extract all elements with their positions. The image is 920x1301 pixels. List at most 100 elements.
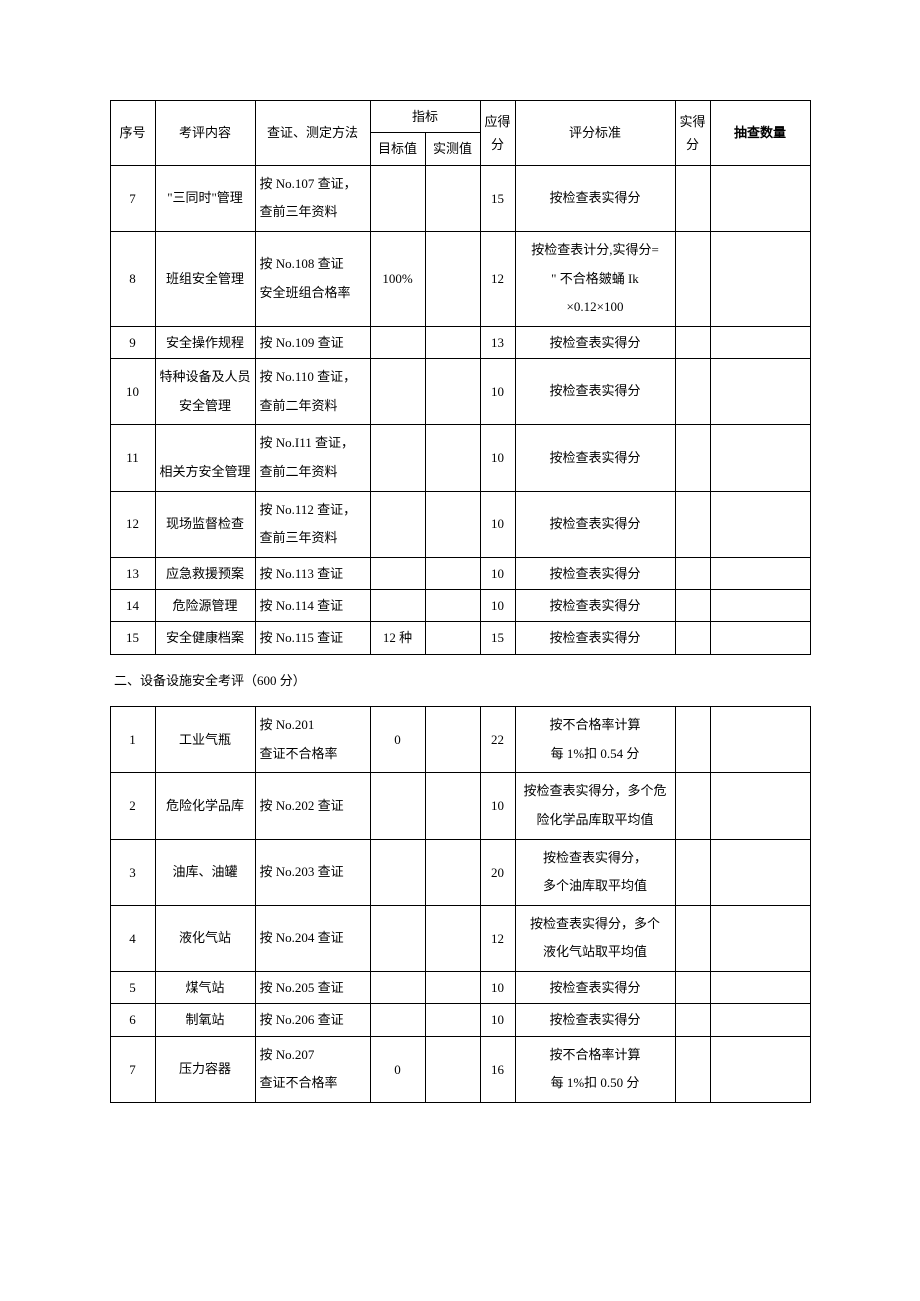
cell-actual xyxy=(675,231,710,326)
cell-sample xyxy=(710,773,810,839)
cell-target xyxy=(370,491,425,557)
cell-target xyxy=(370,326,425,358)
cell-content: 压力容器 xyxy=(155,1036,255,1102)
cell-due: 10 xyxy=(480,590,515,622)
cell-sample xyxy=(710,231,810,326)
cell-due: 10 xyxy=(480,972,515,1004)
cell-method: 按 No.202 查证 xyxy=(255,773,370,839)
cell-standard: 按检查表实得分 xyxy=(515,972,675,1004)
cell-sample xyxy=(710,165,810,231)
cell-content: 油库、油罐 xyxy=(155,839,255,905)
cell-due: 22 xyxy=(480,707,515,773)
cell-due: 12 xyxy=(480,231,515,326)
cell-content: 班组安全管理 xyxy=(155,231,255,326)
cell-due: 13 xyxy=(480,326,515,358)
evaluation-table: 序号 考评内容 查证、测定方法 指标 应得分 评分标准 实得分 抽查数量 目标值… xyxy=(110,100,811,1103)
cell-measured xyxy=(425,707,480,773)
cell-target: 100% xyxy=(370,231,425,326)
table-row: 7压力容器按 No.207查证不合格率016按不合格率计算每 1%扣 0.50 … xyxy=(110,1036,810,1102)
table-row: 10特种设备及人员安全管理按 No.110 查证，查前二年资料10按检查表实得分 xyxy=(110,359,810,425)
cell-standard: 按检查表实得分，多个油库取平均值 xyxy=(515,839,675,905)
cell-method: 按 No.201查证不合格率 xyxy=(255,707,370,773)
cell-actual xyxy=(675,972,710,1004)
cell-target: 0 xyxy=(370,707,425,773)
cell-method: 按 No.204 查证 xyxy=(255,905,370,971)
table-row: 5煤气站按 No.205 查证10按检查表实得分 xyxy=(110,972,810,1004)
hdr-due: 应得分 xyxy=(480,101,515,166)
table-row: 6制氧站按 No.206 查证10按检查表实得分 xyxy=(110,1004,810,1036)
cell-actual xyxy=(675,425,710,491)
cell-measured xyxy=(425,231,480,326)
cell-seq: 3 xyxy=(110,839,155,905)
cell-seq: 14 xyxy=(110,590,155,622)
cell-due: 10 xyxy=(480,773,515,839)
cell-actual xyxy=(675,773,710,839)
cell-target xyxy=(370,839,425,905)
cell-seq: 11 xyxy=(110,425,155,491)
cell-seq: 13 xyxy=(110,557,155,589)
cell-method: 按 No.115 查证 xyxy=(255,622,370,654)
cell-standard: 按检查表计分,实得分=" 不合格皴蛹 Ik×0.12×100 xyxy=(515,231,675,326)
cell-content: 液化气站 xyxy=(155,905,255,971)
hdr-method: 查证、测定方法 xyxy=(255,101,370,166)
cell-target: 12 种 xyxy=(370,622,425,654)
cell-actual xyxy=(675,1036,710,1102)
cell-seq: 2 xyxy=(110,773,155,839)
cell-sample xyxy=(710,905,810,971)
cell-measured xyxy=(425,972,480,1004)
cell-measured xyxy=(425,590,480,622)
cell-seq: 9 xyxy=(110,326,155,358)
table-row: 7"三同时"管理按 No.107 查证，查前三年资料15按检查表实得分 xyxy=(110,165,810,231)
hdr-sample: 抽查数量 xyxy=(710,101,810,166)
cell-measured xyxy=(425,773,480,839)
cell-sample xyxy=(710,1036,810,1102)
cell-due: 20 xyxy=(480,839,515,905)
cell-measured xyxy=(425,359,480,425)
cell-sample xyxy=(710,972,810,1004)
cell-measured xyxy=(425,839,480,905)
cell-measured xyxy=(425,557,480,589)
cell-actual xyxy=(675,326,710,358)
cell-standard: 按检查表实得分 xyxy=(515,622,675,654)
cell-actual xyxy=(675,359,710,425)
cell-actual xyxy=(675,905,710,971)
table-row: 9安全操作规程按 No.109 查证13按检查表实得分 xyxy=(110,326,810,358)
cell-method: 按 No.206 查证 xyxy=(255,1004,370,1036)
cell-method: 按 No.203 查证 xyxy=(255,839,370,905)
cell-due: 10 xyxy=(480,491,515,557)
cell-content: 特种设备及人员安全管理 xyxy=(155,359,255,425)
cell-standard: 按检查表实得分 xyxy=(515,590,675,622)
cell-sample xyxy=(710,707,810,773)
cell-content: 安全健康档案 xyxy=(155,622,255,654)
cell-standard: 按检查表实得分 xyxy=(515,165,675,231)
hdr-actual: 实得分 xyxy=(675,101,710,166)
cell-target xyxy=(370,972,425,1004)
table-row: 4液化气站按 No.204 查证12按检查表实得分，多个液化气站取平均值 xyxy=(110,905,810,971)
cell-method: 按 No.114 查证 xyxy=(255,590,370,622)
cell-content: 现场监督检查 xyxy=(155,491,255,557)
cell-due: 16 xyxy=(480,1036,515,1102)
cell-seq: 12 xyxy=(110,491,155,557)
cell-measured xyxy=(425,1036,480,1102)
cell-measured xyxy=(425,326,480,358)
cell-seq: 15 xyxy=(110,622,155,654)
cell-target xyxy=(370,773,425,839)
cell-due: 15 xyxy=(480,165,515,231)
cell-content: 相关方安全管理 xyxy=(155,425,255,491)
cell-target xyxy=(370,1004,425,1036)
table-row: 2危险化学品库按 No.202 查证10按检查表实得分，多个危险化学品库取平均值 xyxy=(110,773,810,839)
cell-sample xyxy=(710,557,810,589)
table-row: 14危险源管理按 No.114 查证10按检查表实得分 xyxy=(110,590,810,622)
cell-standard: 按检查表实得分，多个危险化学品库取平均值 xyxy=(515,773,675,839)
cell-sample xyxy=(710,839,810,905)
cell-seq: 6 xyxy=(110,1004,155,1036)
hdr-measured: 实测值 xyxy=(425,133,480,165)
cell-standard: 按检查表实得分，多个液化气站取平均值 xyxy=(515,905,675,971)
cell-sample xyxy=(710,491,810,557)
table-row: 11相关方安全管理按 No.I11 查证，查前二年资料10按检查表实得分 xyxy=(110,425,810,491)
table-row: 3油库、油罐按 No.203 查证 20按检查表实得分，多个油库取平均值 xyxy=(110,839,810,905)
cell-seq: 1 xyxy=(110,707,155,773)
cell-target xyxy=(370,905,425,971)
table-row: 13应急救援预案按 No.113 查证10按检查表实得分 xyxy=(110,557,810,589)
cell-standard: 按检查表实得分 xyxy=(515,359,675,425)
